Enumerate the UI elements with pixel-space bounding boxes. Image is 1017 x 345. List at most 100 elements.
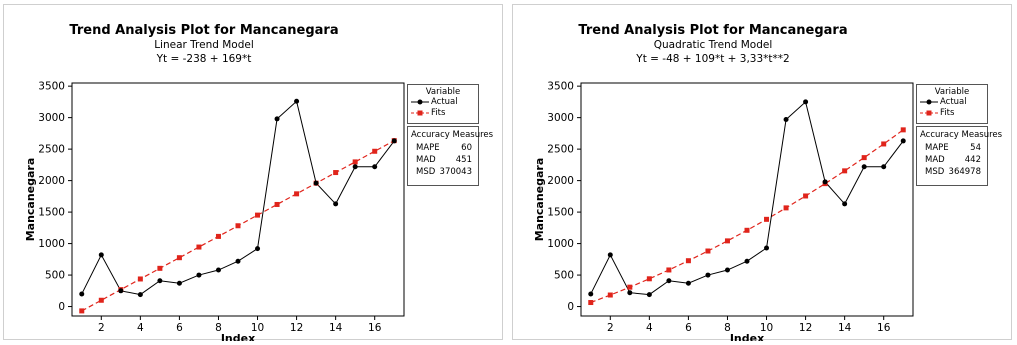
- y-tick-label: 2000: [38, 175, 65, 187]
- trend-equation: Yt = -48 + 109*t + 3,33*t**2: [636, 53, 790, 65]
- actual-point: [391, 138, 397, 144]
- accuracy-label: MSD: [925, 167, 945, 177]
- x-tick-label: 2: [607, 322, 614, 334]
- legend-actual-label: Actual: [431, 97, 458, 107]
- y-axis-label: Mancanegara: [533, 158, 546, 242]
- fits-point: [803, 193, 809, 199]
- y-tick-label: 0: [58, 301, 65, 313]
- accuracy-value: 54: [970, 143, 981, 153]
- chart-subtitle: Linear Trend Model: [154, 39, 254, 51]
- fits-point: [881, 141, 887, 147]
- legend-title: Variable: [425, 87, 461, 97]
- x-tick-label: 2: [98, 322, 105, 334]
- x-tick-label: 6: [685, 322, 692, 334]
- x-tick-label: 14: [838, 322, 852, 334]
- legend-title: Variable: [934, 87, 970, 97]
- legend-item-fits: Fits: [408, 108, 478, 119]
- accuracy-value: 370043: [439, 167, 472, 177]
- y-tick-label: 3500: [547, 81, 574, 93]
- fits-point: [196, 244, 202, 250]
- y-tick-label: 3500: [38, 81, 65, 93]
- fits-point: [646, 276, 652, 282]
- actual-point: [235, 258, 241, 264]
- x-tick-label: 6: [176, 322, 183, 334]
- actual-point: [881, 164, 887, 170]
- y-tick-label: 2500: [547, 144, 574, 156]
- actual-point: [724, 267, 730, 273]
- fits-point: [98, 297, 104, 303]
- fits-point: [705, 248, 711, 254]
- x-tick-label: 10: [760, 322, 773, 334]
- fits-point: [372, 148, 378, 154]
- actual-point: [196, 272, 202, 278]
- fits-point: [627, 284, 633, 290]
- actual-point: [118, 288, 124, 294]
- fits-point: [607, 292, 613, 298]
- accuracy-label: MAD: [416, 155, 436, 165]
- accuracy-measures-box: Accuracy Measures MAPE 54 MAD 442 MSD 36…: [916, 126, 1003, 186]
- legend-actual-marker: [411, 99, 429, 105]
- accuracy-title: Accuracy Measures: [920, 130, 1003, 140]
- fits-point: [79, 308, 85, 314]
- y-tick-label: 2500: [38, 144, 65, 156]
- accuracy-value: 60: [461, 143, 472, 153]
- actual-point: [137, 292, 143, 298]
- fits-point: [783, 205, 789, 211]
- legend-fits-marker: [920, 110, 938, 116]
- actual-point: [646, 292, 652, 298]
- actual-point: [861, 164, 867, 170]
- actual-point: [157, 278, 163, 284]
- fits-point: [724, 238, 730, 244]
- x-axis-label: Index: [730, 332, 764, 341]
- accuracy-title: Accuracy Measures: [411, 130, 494, 140]
- x-tick-label: 12: [799, 322, 812, 334]
- legend-actual-label: Actual: [940, 97, 967, 107]
- actual-point: [352, 164, 358, 170]
- y-tick-label: 1000: [547, 238, 574, 250]
- plot-frame: [580, 82, 914, 317]
- actual-point: [79, 291, 85, 297]
- fits-point: [861, 155, 867, 161]
- fits-point: [255, 212, 261, 218]
- plot-area: 0 500 1000 1500 2000 2500 3000 3500 2 4 6 8 10 12 14 16…: [533, 81, 914, 341]
- accuracy-row-mad: MAD 442: [917, 155, 987, 167]
- accuracy-value: 364978: [948, 167, 981, 177]
- y-tick-label: 1000: [38, 238, 65, 250]
- actual-point: [607, 252, 613, 258]
- y-tick-label: 1500: [547, 207, 574, 219]
- x-tick-label: 8: [724, 322, 731, 334]
- actual-point: [705, 272, 711, 278]
- x-tick-label: 8: [215, 322, 222, 334]
- actual-point: [764, 245, 770, 251]
- legend-fits-label: Fits: [431, 108, 446, 118]
- plot-area: 0 500 1000 1500 2000 2500 3000 3500 2 4 6 8 10 12 14 16…: [24, 81, 405, 341]
- chart-title: Trend Analysis Plot for Mancanegara: [578, 23, 848, 38]
- accuracy-label: MAPE: [925, 143, 949, 153]
- actual-point: [274, 116, 280, 122]
- fits-point: [352, 159, 358, 165]
- x-axis-label: Index: [221, 332, 255, 341]
- actual-point: [333, 201, 339, 207]
- actual-point: [842, 201, 848, 207]
- x-tick-label: 10: [251, 322, 264, 334]
- y-tick-label: 500: [45, 270, 65, 282]
- actual-point: [685, 280, 691, 286]
- legend-item-actual: Actual: [917, 97, 987, 108]
- x-tick-label: 16: [877, 322, 891, 334]
- accuracy-measures-box: Accuracy Measures MAPE 60 MAD 451 MSD 37…: [407, 126, 494, 186]
- actual-point: [215, 267, 221, 273]
- actual-point: [313, 180, 319, 186]
- accuracy-row-msd: MSD 364978: [917, 167, 987, 179]
- x-tick-label: 4: [137, 322, 144, 334]
- fits-point: [294, 191, 300, 197]
- y-tick-label: 0: [567, 301, 574, 313]
- fits-point: [842, 168, 848, 174]
- accuracy-label: MAD: [925, 155, 945, 165]
- actual-point: [627, 290, 633, 296]
- trend-equation: Yt = -238 + 169*t: [156, 53, 252, 65]
- actual-point: [822, 179, 828, 185]
- chart-subtitle: Quadratic Trend Model: [653, 39, 773, 51]
- actual-point: [255, 246, 261, 252]
- legend-fits-marker: [411, 110, 429, 116]
- legend-fits-label: Fits: [940, 108, 955, 118]
